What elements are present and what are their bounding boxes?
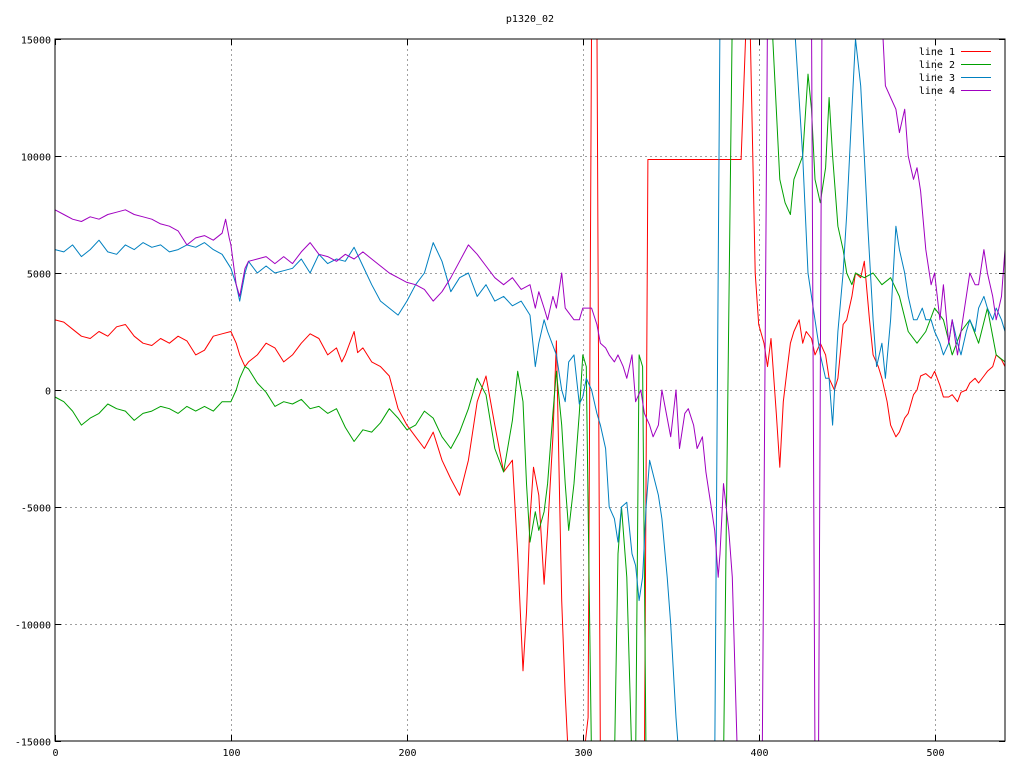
legend-label: line 3 [919,73,955,84]
y-tick-label: -10000 [15,621,51,632]
grid [55,39,1005,741]
series-line-1 [55,39,1005,741]
y-tick-label: -5000 [21,504,51,515]
axis-ticks: 0 100 200 300 400 500 -15000 -10000 -5000 0 5000 10… [15,36,1005,759]
series-group [55,39,1005,741]
chart-title: p1320_02 [506,14,554,25]
x-tick-label: 500 [926,748,944,759]
series-line-3 [55,39,1005,741]
legend-label: line 4 [919,86,955,97]
x-tick-label: 200 [398,748,416,759]
x-tick-label: 400 [750,748,768,759]
x-tick-label: 100 [222,748,240,759]
series-line-2 [55,39,1005,741]
y-tick-label: 5000 [27,270,51,281]
y-tick-label: 15000 [21,36,51,47]
y-tick-label: 10000 [21,153,51,164]
y-tick-label: 0 [45,387,51,398]
legend-label: line 2 [919,60,955,71]
x-tick-label: 0 [52,748,58,759]
y-tick-label: -15000 [15,738,51,749]
legend: line 1 line 2 line 3 line 4 [919,47,991,97]
x-tick-label: 300 [574,748,592,759]
legend-label: line 1 [919,47,955,58]
series-line-4 [55,39,1005,741]
